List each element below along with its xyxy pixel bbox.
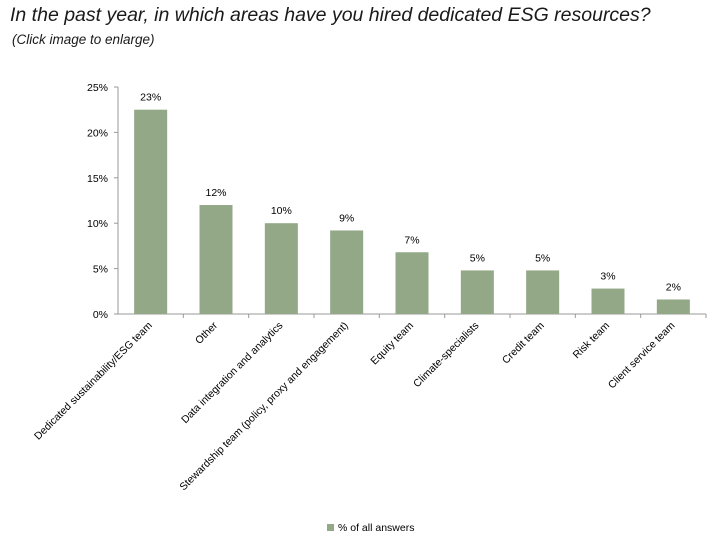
bar[interactable] xyxy=(591,288,625,314)
data-label: 5% xyxy=(470,252,485,264)
chart-subtitle[interactable]: (Click image to enlarge) xyxy=(12,32,155,47)
category-label: Risk team xyxy=(571,319,613,361)
data-label: 10% xyxy=(271,205,292,217)
bar[interactable] xyxy=(330,230,364,314)
data-label: 23% xyxy=(140,92,161,104)
y-tick-label: 25% xyxy=(87,82,108,94)
data-label: 5% xyxy=(535,252,550,264)
data-label: 9% xyxy=(339,212,354,224)
y-tick-label: 10% xyxy=(87,218,108,230)
y-tick-label: 0% xyxy=(93,309,108,321)
data-label: 3% xyxy=(600,271,615,283)
data-label: 2% xyxy=(666,281,681,293)
y-tick-label: 15% xyxy=(87,173,108,185)
bar[interactable] xyxy=(526,270,560,314)
category-label: Equity team xyxy=(368,319,416,367)
bar[interactable] xyxy=(264,223,298,314)
data-label: 7% xyxy=(404,234,419,246)
category-label: Credit team xyxy=(500,319,547,366)
y-tick-label: 20% xyxy=(87,127,108,139)
legend-swatch xyxy=(327,524,334,531)
category-label: Client service team xyxy=(606,319,678,391)
bar[interactable] xyxy=(134,109,168,314)
bar[interactable] xyxy=(656,299,690,314)
y-tick-label: 5% xyxy=(93,264,108,276)
bar[interactable] xyxy=(460,270,494,314)
chart-title: In the past year, in which areas have yo… xyxy=(10,4,651,26)
legend-label: % of all answers xyxy=(338,522,414,534)
category-label: Dedicated sustainability/ESG team xyxy=(32,319,155,442)
category-label: Other xyxy=(193,319,220,346)
bar[interactable] xyxy=(199,205,233,314)
data-label: 12% xyxy=(205,187,226,199)
category-label: Climate-specialists xyxy=(411,320,481,390)
bar[interactable] xyxy=(395,252,429,314)
